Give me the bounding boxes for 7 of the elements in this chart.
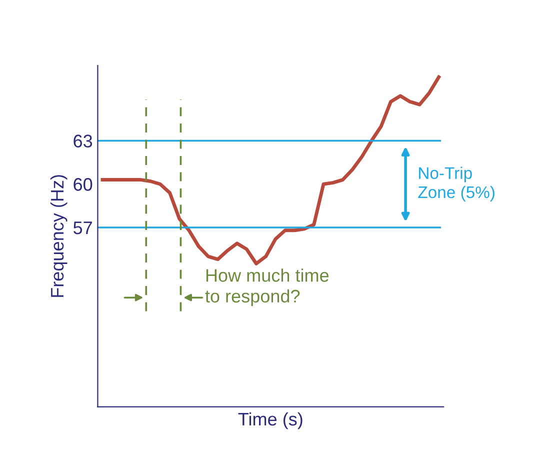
annotation: No-Trip Zone (5%) bbox=[418, 166, 494, 202]
x-axis-title: Time (s) bbox=[238, 412, 302, 430]
y-tick-label: 57 bbox=[74, 222, 92, 234]
y-axis-title: Frequency (Hz) bbox=[50, 175, 68, 297]
y-tick-label: 63 bbox=[74, 134, 92, 148]
y-tick-label: 60 bbox=[74, 178, 92, 191]
annotation: How much time to respond? bbox=[205, 268, 329, 306]
